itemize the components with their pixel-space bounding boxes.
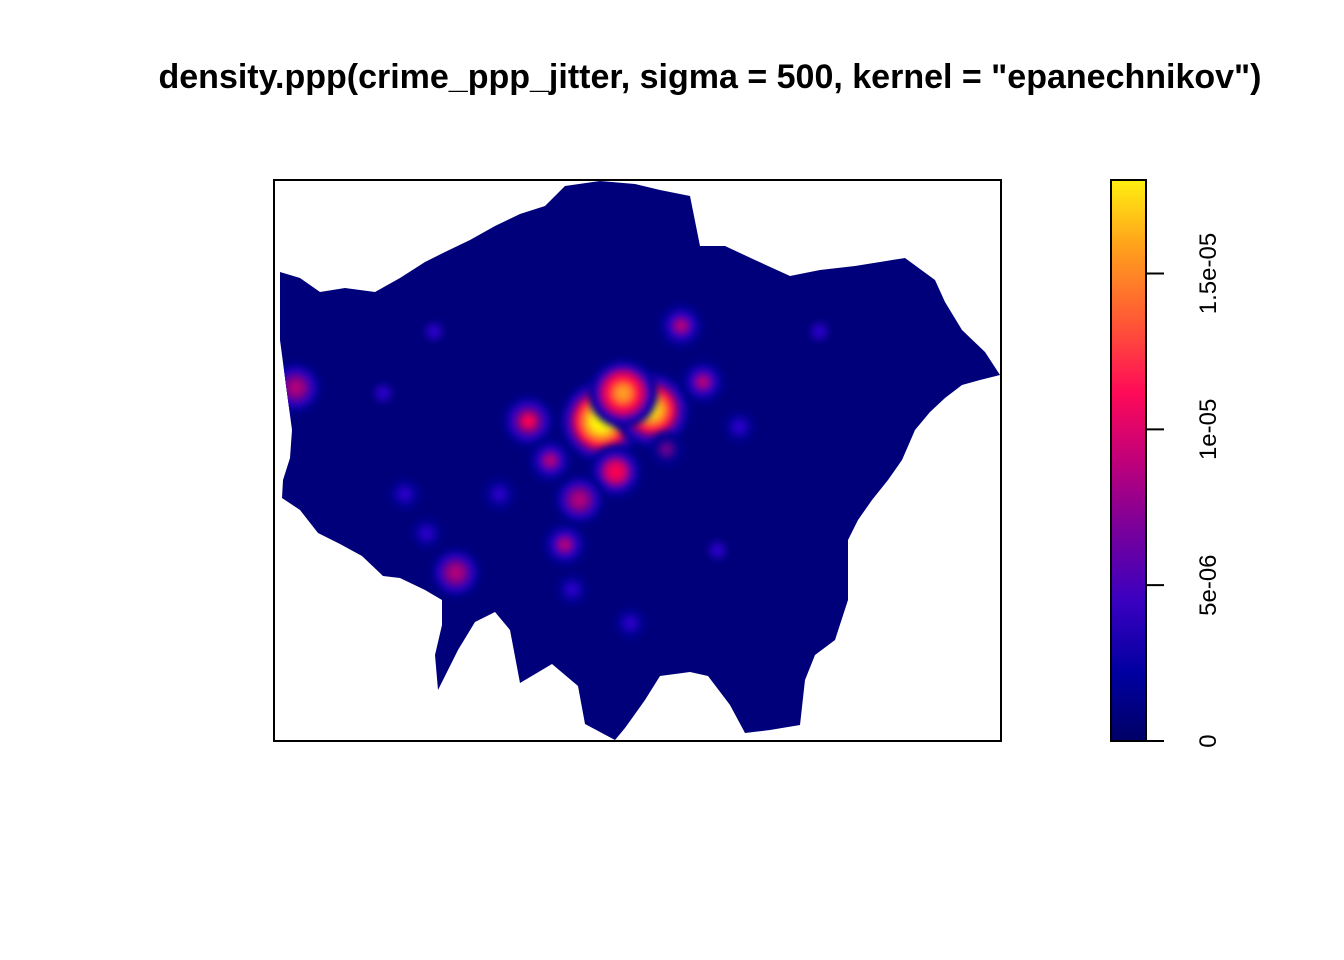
hotspot-level (375, 385, 392, 402)
hotspot (614, 607, 647, 640)
colorbar-tick-label: 5e-06 (1195, 554, 1222, 615)
plot-frame (273, 179, 1002, 742)
hotspot (502, 395, 555, 448)
colorbar-tick-label: 1.5e-05 (1195, 233, 1222, 314)
hotspot (709, 542, 726, 559)
hotspot (542, 522, 587, 567)
hotspot (388, 478, 421, 511)
hotspot-level (622, 615, 639, 632)
hotspot (425, 323, 442, 340)
hotspot-level (418, 525, 435, 542)
hotspot-level (607, 463, 624, 480)
hotspot-level (425, 323, 442, 340)
hotspot-layer (280, 303, 828, 640)
colorbar-tick-label: 1e-05 (1195, 399, 1222, 460)
colorbar-ticks: 0 5e-06 1e-05 1.5e-05 (1146, 233, 1222, 748)
hotspot (681, 360, 725, 404)
hotspot (482, 477, 516, 511)
hotspot (280, 362, 322, 413)
hotspot (375, 385, 392, 402)
hotspot-level (564, 581, 581, 598)
hotspot (528, 438, 573, 483)
hotspot (588, 358, 658, 428)
hotspot (430, 547, 481, 598)
hotspot (658, 303, 704, 349)
hotspot (410, 517, 443, 550)
hotspot-level (447, 564, 464, 581)
hotspot-level (614, 385, 631, 402)
hotspot-level (731, 418, 748, 435)
chart-title: density.ppp(crime_ppp_jitter, sigma = 50… (158, 58, 1262, 96)
colorbar (1110, 179, 1147, 742)
density-map (280, 181, 1000, 740)
hotspot (723, 411, 756, 443)
city-outline (280, 181, 1000, 740)
hotspot-level (520, 413, 537, 430)
hotspot-level (709, 542, 726, 559)
hotspot-level (396, 486, 413, 503)
hotspot-level (542, 452, 559, 469)
hotspot-level (556, 536, 573, 553)
hotspot (589, 445, 643, 499)
hotspot (811, 323, 828, 340)
hotspot-level (287, 379, 304, 396)
hotspot (556, 573, 588, 606)
hotspot-level (571, 491, 588, 508)
hotspot-level (694, 373, 711, 390)
hotspot-level (673, 317, 690, 334)
hotspot (649, 432, 684, 467)
hotspot-level (658, 441, 675, 458)
hotspot-level (811, 323, 828, 340)
colorbar-tick-label: 0 (1195, 734, 1222, 747)
hotspot-level (491, 486, 508, 503)
hotspot (554, 474, 605, 525)
